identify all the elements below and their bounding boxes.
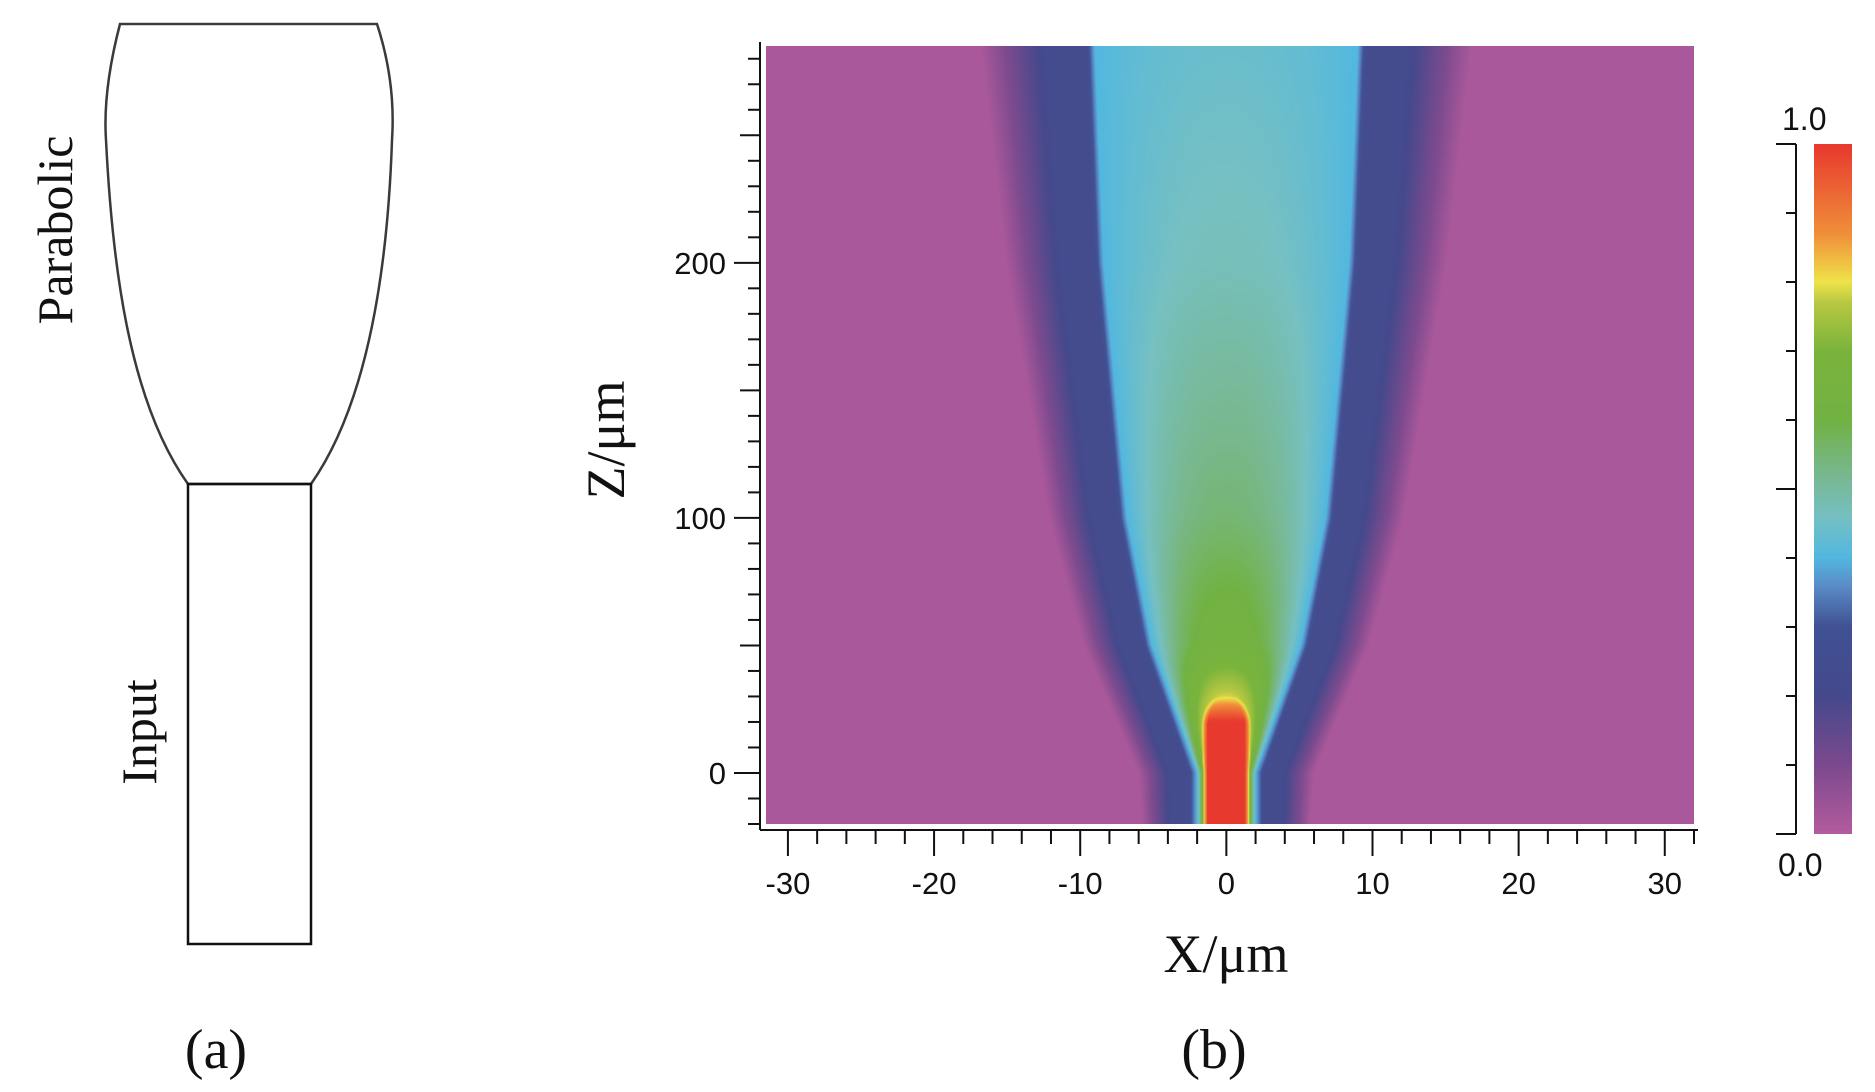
panel-a-waveguide-diagram: Parabolic Input (a)	[27, 22, 394, 1081]
field-heatmap	[766, 46, 1694, 824]
y-axis-label: Z/μm	[576, 381, 636, 500]
y-tick-labels: 0 100 200	[674, 246, 726, 791]
colorbar-max-label: 1.0	[1782, 101, 1826, 137]
y-tick-label: 200	[674, 246, 726, 281]
x-tick-label: 30	[1648, 866, 1682, 901]
plot-frame	[764, 44, 1696, 826]
colorbar-gradient	[1814, 144, 1852, 834]
panel-b-chart: -30 -20 -10 0 10 20 30 0 100 200 X/μm Z/μm (b) 1…	[576, 42, 1826, 1081]
x-tick-label: 10	[1355, 866, 1389, 901]
colorbar-ticks	[1776, 143, 1796, 835]
x-axis-ticks	[786, 830, 1695, 856]
x-tick-label: -10	[1058, 866, 1103, 901]
input-label: Input	[111, 679, 167, 785]
panel-b-label: (b)	[1181, 1019, 1246, 1081]
x-tick-label: -20	[912, 866, 957, 901]
colorbar-min-label: 0.0	[1778, 847, 1822, 883]
y-tick-label: 100	[674, 501, 726, 536]
y-tick-label: 0	[709, 756, 726, 791]
parabolic-label: Parabolic	[27, 136, 83, 325]
x-tick-label: 20	[1501, 866, 1535, 901]
x-tick-label: -30	[766, 866, 811, 901]
parabolic-section-outline	[104, 22, 394, 486]
x-tick-label: 0	[1218, 866, 1235, 901]
x-tick-labels: -30 -20 -10 0 10 20 30	[766, 866, 1682, 901]
panel-a-label: (a)	[185, 1019, 247, 1081]
y-axis-ticks	[734, 57, 760, 825]
x-axis-label: X/μm	[1164, 924, 1289, 984]
input-section-outline	[186, 482, 313, 946]
